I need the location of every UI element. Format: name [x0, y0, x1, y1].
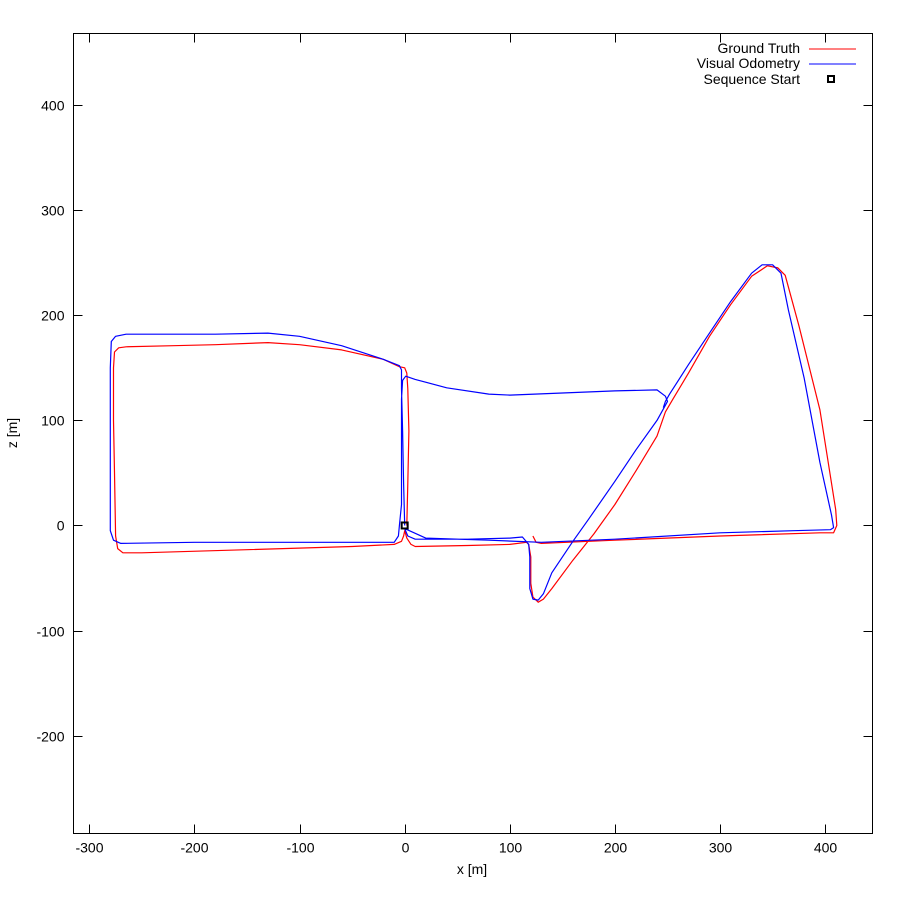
y-tick-label: 400: [41, 98, 65, 114]
x-tick-label: 400: [814, 840, 838, 856]
legend: Ground Truth Visual Odometry Sequence St…: [697, 40, 856, 87]
y-axis-title: z [m]: [4, 418, 20, 448]
marker-layer: [400, 521, 409, 530]
axis-ticks: [73, 33, 873, 834]
y-tick-label: 0: [57, 518, 65, 534]
y-tick-label: -100: [36, 624, 64, 640]
y-tick-label: 100: [41, 413, 65, 429]
plot-area-frame: [73, 33, 873, 834]
legend-label-ground-truth: Ground Truth: [718, 40, 801, 56]
x-tick-label: -200: [180, 840, 208, 856]
x-tick-label: 200: [604, 840, 628, 856]
x-tick-label: 100: [499, 840, 523, 856]
series-layer: [109, 264, 838, 603]
y-tick-label: 300: [41, 203, 65, 219]
visual-odometry-line: [109, 264, 835, 601]
x-tick-label: -300: [75, 840, 103, 856]
sequence-start-marker: [400, 521, 409, 530]
y-tick-label: 200: [41, 308, 65, 324]
y-tick-labels: -200 -100 0 100 200 300 400: [36, 98, 64, 745]
x-tick-labels: -300 -200 -100 0 100 200 300 400: [75, 840, 837, 856]
x-axis-title: x [m]: [457, 861, 487, 877]
ground-truth-line: [112, 265, 838, 603]
y-tick-label: -200: [36, 729, 64, 745]
legend-label-visual-odometry: Visual Odometry: [697, 55, 800, 71]
legend-label-sequence-start: Sequence Start: [703, 71, 800, 87]
x-tick-label: 300: [709, 840, 733, 856]
legend-swatch-sequence-start: [827, 75, 835, 83]
x-tick-label: -100: [286, 840, 314, 856]
x-tick-label: 0: [402, 840, 410, 856]
